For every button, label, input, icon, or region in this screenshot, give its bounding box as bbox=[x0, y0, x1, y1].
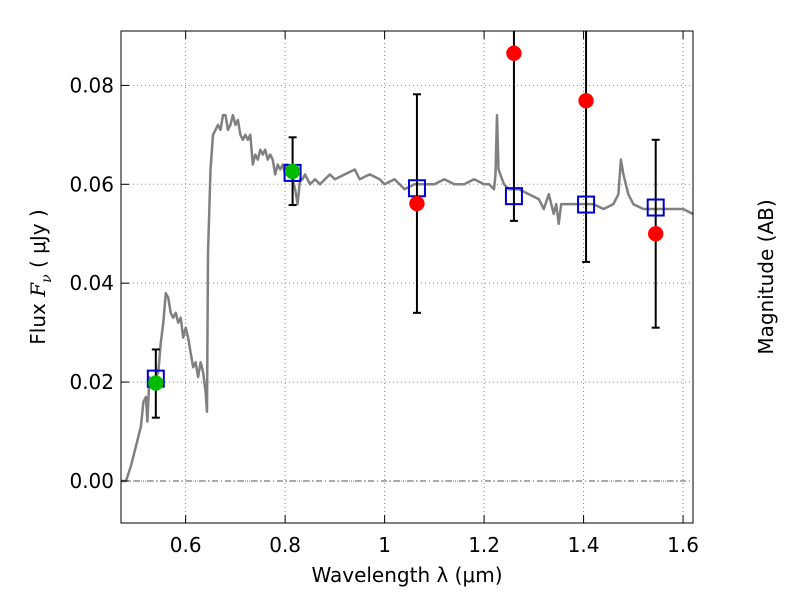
spectrum-line bbox=[121, 113, 694, 483]
grid-layer bbox=[121, 31, 693, 523]
y-tick-label: 0.02 bbox=[69, 370, 114, 394]
x-tick-label: 1.2 bbox=[468, 533, 500, 557]
model-flux-square bbox=[577, 195, 596, 214]
upper-limit-point bbox=[409, 195, 425, 212]
y-axis-title-symbol: F bbox=[26, 282, 50, 298]
plot-frame bbox=[120, 30, 694, 524]
upper-limit-point bbox=[506, 45, 522, 62]
y2-axis-title: Magnitude (AB) bbox=[754, 199, 778, 354]
x-tick-label: 1.6 bbox=[667, 533, 699, 557]
y-axis-ticks: 0.00 0.02 0.04 0.06 0.08 bbox=[69, 73, 129, 493]
measured-points-layer bbox=[148, 45, 664, 391]
detection-point bbox=[148, 375, 164, 391]
upper-limit-point bbox=[578, 92, 594, 109]
y-axis-title-subscript: ν bbox=[39, 274, 55, 283]
y-tick-label: 0.08 bbox=[69, 73, 114, 97]
model-flux-square bbox=[646, 198, 665, 217]
y-axis-title-units: ( μJy ) bbox=[26, 209, 50, 274]
x-tick-label: 1.4 bbox=[568, 533, 600, 557]
model-flux-layer bbox=[146, 163, 665, 388]
y-axis-title-text: Flux bbox=[26, 297, 50, 345]
x-tick-label: 0.8 bbox=[269, 533, 301, 557]
y-tick-label: 0.00 bbox=[69, 469, 114, 493]
model-flux-square bbox=[504, 187, 523, 206]
upper-limit-point bbox=[647, 225, 664, 242]
y-tick-label: 0.06 bbox=[69, 172, 114, 196]
detection-point bbox=[284, 163, 301, 180]
y-axis-title: Flux Fν ( μJy ) bbox=[26, 209, 55, 344]
x-axis-title: Wavelength λ (μm) bbox=[311, 563, 502, 587]
x-tick-label: 1 bbox=[378, 533, 391, 557]
y-tick-label: 0.04 bbox=[69, 271, 114, 295]
spectrum-layer bbox=[121, 113, 694, 483]
x-tick-label: 0.6 bbox=[170, 533, 202, 557]
x-axis-ticks: 0.6 0.8 1 1.2 1.4 1.6 bbox=[170, 31, 699, 557]
